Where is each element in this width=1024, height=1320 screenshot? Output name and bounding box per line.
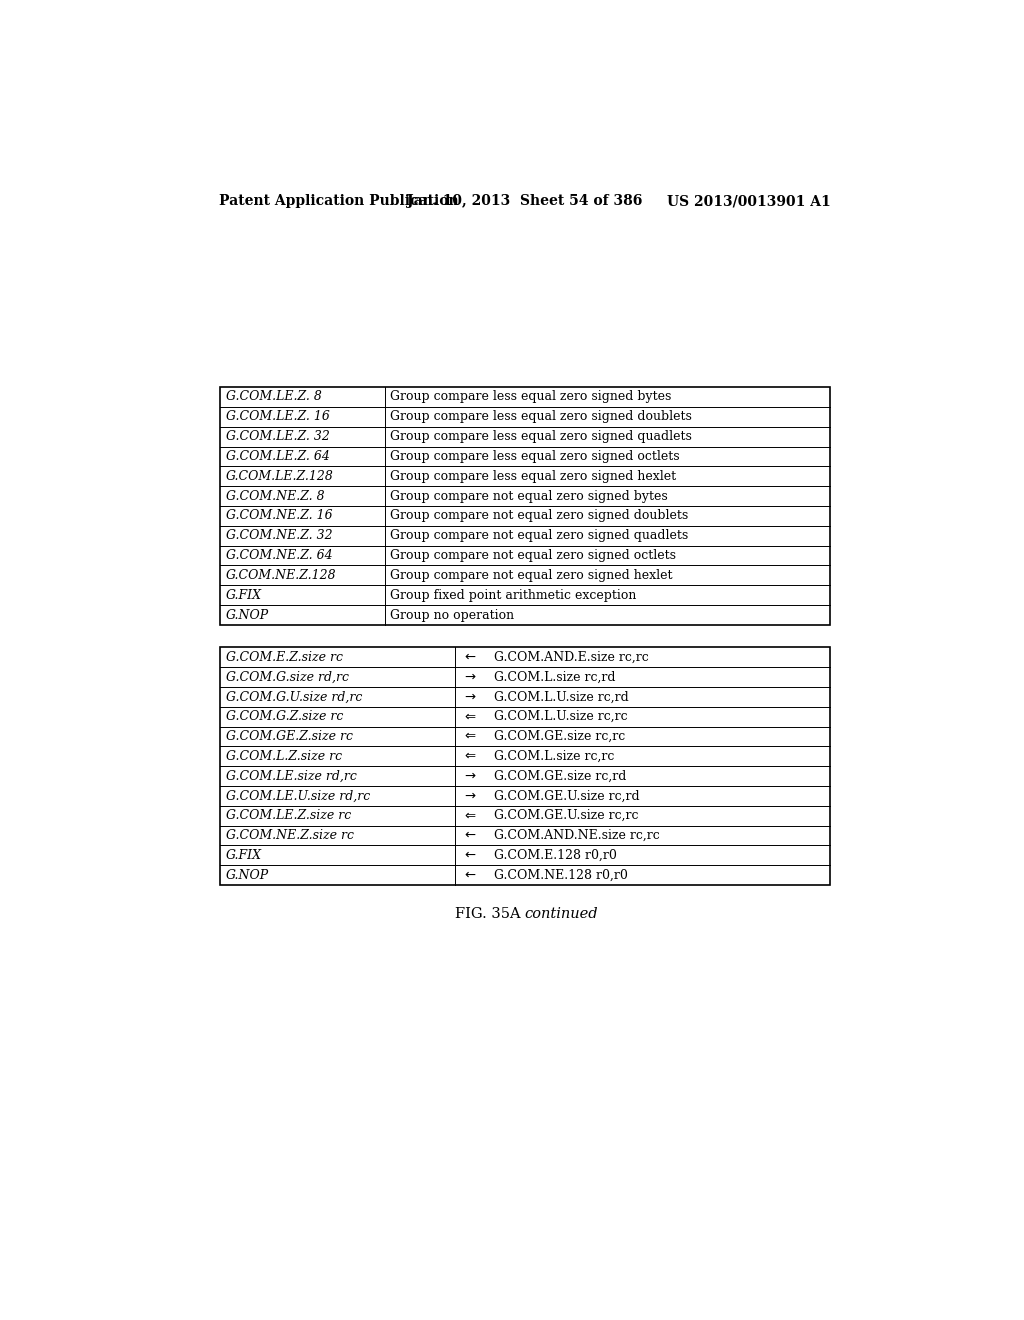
Text: Jan. 10, 2013  Sheet 54 of 386: Jan. 10, 2013 Sheet 54 of 386 (408, 194, 642, 209)
Text: G.FIX: G.FIX (225, 589, 261, 602)
Text: G.COM.AND.E.size rc,rc: G.COM.AND.E.size rc,rc (494, 651, 648, 664)
Text: ←: ← (464, 829, 475, 842)
Text: G.COM.LE.Z.size rc: G.COM.LE.Z.size rc (225, 809, 351, 822)
Text: G.COM.LE.Z. 8: G.COM.LE.Z. 8 (225, 391, 322, 404)
Text: G.COM.G.Z.size rc: G.COM.G.Z.size rc (225, 710, 343, 723)
Text: Group compare less equal zero signed octlets: Group compare less equal zero signed oct… (390, 450, 680, 463)
Text: Group compare less equal zero signed hexlet: Group compare less equal zero signed hex… (390, 470, 676, 483)
Text: G.COM.NE.Z.128: G.COM.NE.Z.128 (225, 569, 336, 582)
Text: Group compare less equal zero signed quadlets: Group compare less equal zero signed qua… (390, 430, 692, 444)
Text: G.FIX: G.FIX (225, 849, 261, 862)
Text: ⇐: ⇐ (464, 750, 475, 763)
Text: FIG. 35A: FIG. 35A (455, 907, 524, 920)
Text: G.COM.L.Z.size rc: G.COM.L.Z.size rc (225, 750, 342, 763)
Text: Group compare less equal zero signed bytes: Group compare less equal zero signed byt… (390, 391, 672, 404)
Text: continued: continued (524, 907, 598, 920)
Text: G.COM.L.U.size rc,rd: G.COM.L.U.size rc,rd (494, 690, 629, 704)
Text: Group no operation: Group no operation (390, 609, 514, 622)
Text: G.COM.GE.Z.size rc: G.COM.GE.Z.size rc (225, 730, 352, 743)
Text: G.COM.LE.Z. 32: G.COM.LE.Z. 32 (225, 430, 330, 444)
Text: G.COM.AND.NE.size rc,rc: G.COM.AND.NE.size rc,rc (494, 829, 659, 842)
Text: ⇐: ⇐ (464, 710, 475, 723)
Text: G.COM.NE.128 r0,r0: G.COM.NE.128 r0,r0 (494, 869, 628, 882)
Text: Group compare not equal zero signed octlets: Group compare not equal zero signed octl… (390, 549, 676, 562)
Text: G.COM.LE.Z.128: G.COM.LE.Z.128 (225, 470, 334, 483)
Text: G.COM.NE.Z.size rc: G.COM.NE.Z.size rc (225, 829, 353, 842)
Text: Group compare not equal zero signed bytes: Group compare not equal zero signed byte… (390, 490, 668, 503)
Text: G.COM.LE.size rd,rc: G.COM.LE.size rd,rc (225, 770, 356, 783)
Text: US 2013/0013901 A1: US 2013/0013901 A1 (667, 194, 830, 209)
Text: G.COM.L.size rc,rc: G.COM.L.size rc,rc (494, 750, 614, 763)
Text: G.COM.GE.U.size rc,rc: G.COM.GE.U.size rc,rc (494, 809, 638, 822)
Text: →: → (464, 690, 475, 704)
Text: G.COM.LE.U.size rd,rc: G.COM.LE.U.size rd,rc (225, 789, 370, 803)
Text: G.COM.G.U.size rd,rc: G.COM.G.U.size rd,rc (225, 690, 362, 704)
Text: G.NOP: G.NOP (225, 869, 268, 882)
Text: G.NOP: G.NOP (225, 609, 268, 622)
Text: Group compare less equal zero signed doublets: Group compare less equal zero signed dou… (390, 411, 692, 424)
Text: G.COM.LE.Z. 16: G.COM.LE.Z. 16 (225, 411, 330, 424)
Text: G.COM.GE.size rc,rd: G.COM.GE.size rc,rd (494, 770, 626, 783)
Text: ⇐: ⇐ (464, 730, 475, 743)
Text: G.COM.E.Z.size rc: G.COM.E.Z.size rc (225, 651, 343, 664)
Text: G.COM.E.128 r0,r0: G.COM.E.128 r0,r0 (494, 849, 616, 862)
Text: →: → (464, 770, 475, 783)
Text: Group compare not equal zero signed hexlet: Group compare not equal zero signed hexl… (390, 569, 673, 582)
Text: G.COM.L.U.size rc,rc: G.COM.L.U.size rc,rc (494, 710, 628, 723)
Text: →: → (464, 789, 475, 803)
Text: ←: ← (464, 869, 475, 882)
Text: G.COM.NE.Z. 16: G.COM.NE.Z. 16 (225, 510, 332, 523)
Text: ←: ← (464, 849, 475, 862)
Text: →: → (464, 671, 475, 684)
Text: G.COM.NE.Z. 32: G.COM.NE.Z. 32 (225, 529, 332, 543)
Text: G.COM.GE.size rc,rc: G.COM.GE.size rc,rc (494, 730, 625, 743)
Text: G.COM.NE.Z. 8: G.COM.NE.Z. 8 (225, 490, 325, 503)
Text: ⇐: ⇐ (464, 809, 475, 822)
Text: Patent Application Publication: Patent Application Publication (219, 194, 459, 209)
Text: G.COM.L.size rc,rd: G.COM.L.size rc,rd (494, 671, 615, 684)
Text: Group fixed point arithmetic exception: Group fixed point arithmetic exception (390, 589, 637, 602)
Text: G.COM.G.size rd,rc: G.COM.G.size rd,rc (225, 671, 348, 684)
Bar (220, 387, 829, 624)
Text: Group compare not equal zero signed doublets: Group compare not equal zero signed doub… (390, 510, 688, 523)
Text: Group compare not equal zero signed quadlets: Group compare not equal zero signed quad… (390, 529, 688, 543)
Bar (220, 647, 829, 886)
Text: G.COM.LE.Z. 64: G.COM.LE.Z. 64 (225, 450, 330, 463)
Text: G.COM.GE.U.size rc,rd: G.COM.GE.U.size rc,rd (494, 789, 639, 803)
Text: ←: ← (464, 651, 475, 664)
Text: G.COM.NE.Z. 64: G.COM.NE.Z. 64 (225, 549, 332, 562)
